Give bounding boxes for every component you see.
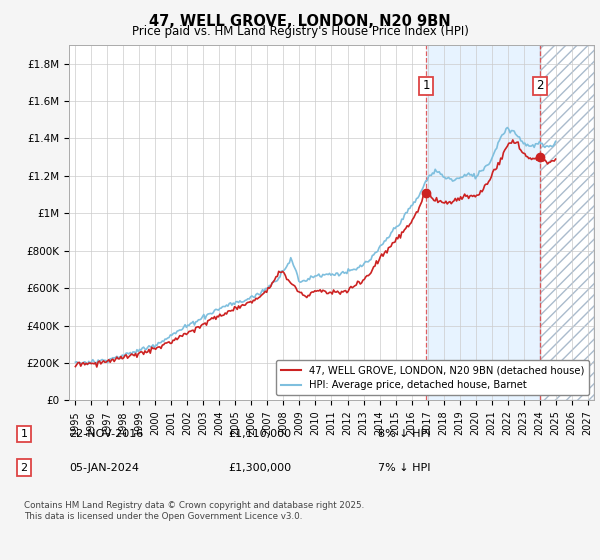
Text: 2: 2 xyxy=(20,463,28,473)
Text: 1: 1 xyxy=(20,429,28,439)
Text: 7% ↓ HPI: 7% ↓ HPI xyxy=(378,463,431,473)
Text: Price paid vs. HM Land Registry's House Price Index (HPI): Price paid vs. HM Land Registry's House … xyxy=(131,25,469,38)
Text: 05-JAN-2024: 05-JAN-2024 xyxy=(69,463,139,473)
Text: 22-NOV-2016: 22-NOV-2016 xyxy=(69,429,143,439)
Legend: 47, WELL GROVE, LONDON, N20 9BN (detached house), HPI: Average price, detached h: 47, WELL GROVE, LONDON, N20 9BN (detache… xyxy=(275,361,589,395)
Text: 8% ↓ HPI: 8% ↓ HPI xyxy=(378,429,431,439)
Text: 47, WELL GROVE, LONDON, N20 9BN: 47, WELL GROVE, LONDON, N20 9BN xyxy=(149,14,451,29)
Text: £1,300,000: £1,300,000 xyxy=(228,463,291,473)
Bar xyxy=(540,45,594,400)
Text: 2: 2 xyxy=(536,80,544,92)
Bar xyxy=(540,45,594,400)
Text: £1,110,000: £1,110,000 xyxy=(228,429,291,439)
Text: 1: 1 xyxy=(422,80,430,92)
Bar xyxy=(426,45,540,400)
Text: Contains HM Land Registry data © Crown copyright and database right 2025.
This d: Contains HM Land Registry data © Crown c… xyxy=(24,501,364,521)
